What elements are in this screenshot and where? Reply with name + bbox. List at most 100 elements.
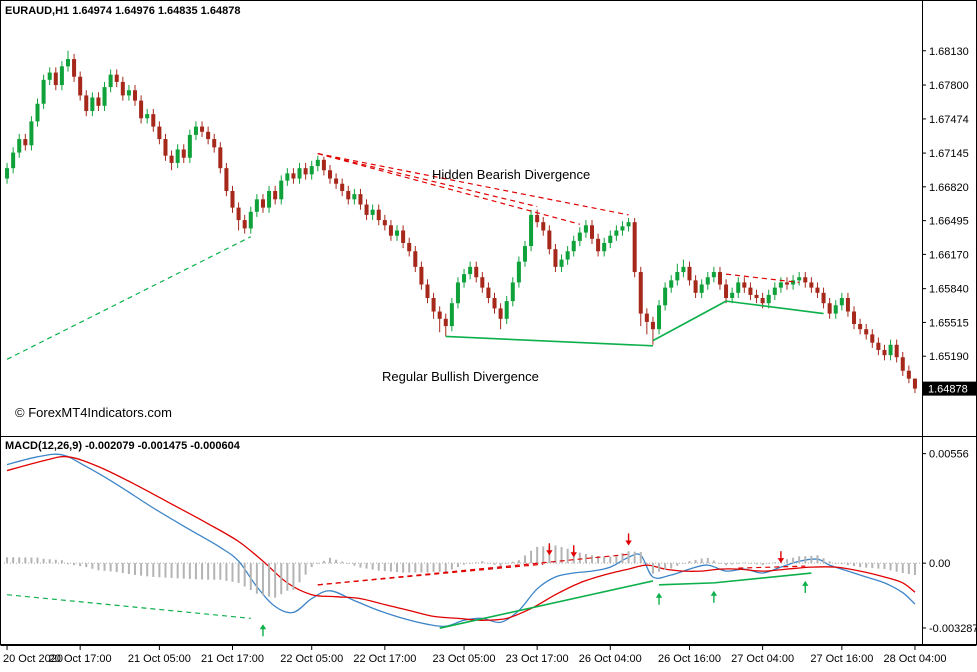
macd-trendlines[interactable] (6, 553, 812, 629)
macd-histogram-bar (639, 552, 642, 564)
candle-body (218, 147, 223, 169)
macd-histogram-bar (517, 560, 520, 564)
candle-body (17, 139, 22, 153)
macd-histogram-bar (511, 561, 514, 564)
candle-body (681, 266, 686, 273)
macd-histogram-bar (621, 553, 624, 564)
macd-histogram-bar (645, 563, 648, 565)
trendline-bullish-2[interactable] (652, 300, 727, 342)
macd-histogram-bar (243, 563, 246, 587)
candle-body (90, 97, 95, 112)
time-axis-label[interactable]: 26 Oct 16:00 (658, 653, 721, 665)
buy-arrow-head[interactable] (802, 580, 809, 586)
macd-histogram-bar (42, 558, 45, 564)
price-trendlines[interactable] (6, 153, 824, 360)
macd-trendline-old-bullish-ref[interactable] (6, 594, 251, 619)
macd-histogram-bar (152, 563, 155, 577)
candle-body (248, 211, 253, 229)
macd-histogram-bar (859, 563, 862, 568)
candle-body (492, 298, 497, 309)
buy-arrow-head[interactable] (710, 590, 718, 596)
macd-trendline-bullish-c[interactable] (713, 572, 812, 584)
time-axis-label[interactable]: 20 Oct 2020 (3, 653, 63, 665)
macd-histogram-bar (237, 563, 240, 583)
time-axis-label[interactable]: 27 Oct 16:00 (810, 653, 873, 665)
macd-histogram-bar (347, 563, 350, 564)
time-axis-label[interactable]: 28 Oct 04:00 (883, 653, 946, 665)
candle-body (833, 305, 838, 314)
candle-body (364, 204, 369, 215)
sell-arrow-head[interactable] (625, 540, 632, 546)
time-axis-label[interactable]: 22 Oct 17:00 (353, 653, 416, 665)
candle-body (724, 284, 729, 299)
macd-histogram-bar (633, 551, 636, 564)
trendline-hidden-bearish-1[interactable] (317, 153, 538, 208)
candle-body (230, 191, 235, 208)
candle-body (882, 349, 887, 356)
candle-body (47, 72, 52, 80)
candle-body (193, 126, 198, 135)
candle-body (809, 282, 814, 288)
macd-trendline-regular-bullish[interactable] (439, 580, 654, 629)
macd-trendline-minor-bearish[interactable] (738, 565, 806, 569)
candle-body (906, 370, 911, 379)
candle-body (864, 329, 869, 335)
trendline-regular-bullish[interactable] (445, 335, 653, 347)
time-axis-label[interactable]: 23 Oct 17:00 (506, 653, 569, 665)
time-axis-label[interactable]: 22 Oct 05:00 (280, 653, 343, 665)
candle-body (455, 282, 460, 304)
candle-body (260, 199, 265, 208)
sell-arrow-head[interactable] (777, 558, 785, 564)
macd-histogram-bar (889, 563, 892, 571)
candle-body (346, 191, 351, 200)
time-axis-label[interactable]: 27 Oct 04:00 (731, 653, 794, 665)
candle-body (858, 323, 863, 330)
trendline-hidden-bearish-2[interactable] (317, 153, 580, 225)
candle-body (559, 259, 564, 267)
macd-trendline-hidden-bearish-b[interactable] (317, 553, 629, 586)
macd-histogram-bar (207, 563, 210, 580)
macd-histogram-bar (554, 545, 557, 564)
candle-body (754, 294, 759, 299)
signal-arrows[interactable] (259, 533, 809, 637)
macd-histogram-bar (901, 563, 904, 574)
macd-histogram-bar (335, 559, 338, 564)
macd-histogram-bar (274, 563, 277, 598)
trendline-bullish-3[interactable] (725, 300, 824, 315)
macd-histogram-bar (6, 557, 9, 564)
trendline-old-uptrend[interactable] (6, 236, 252, 360)
macd-histogram-bar (798, 556, 801, 564)
current-price-label: 1.64878 (928, 384, 968, 396)
macd-histogram-bar (249, 563, 252, 591)
macd-trendline-bullish-b[interactable] (659, 582, 714, 586)
candle-body (480, 277, 485, 288)
candle-body (474, 266, 479, 278)
time-axis-label[interactable]: 23 Oct 05:00 (433, 653, 496, 665)
candle-body (163, 139, 168, 156)
time-axis-label[interactable]: 21 Oct 17:00 (201, 653, 264, 665)
macd-histogram-bar (268, 563, 271, 597)
sell-arrow-head[interactable] (546, 550, 553, 556)
candle-body (669, 280, 674, 288)
trendline-hidden-bearish-3[interactable] (317, 153, 629, 216)
candle-body (96, 97, 101, 106)
macd-histogram (6, 545, 916, 598)
time-axis-label[interactable]: 20 Oct 17:00 (49, 653, 112, 665)
macd-histogram-bar (24, 557, 27, 564)
time-axis-label[interactable]: 26 Oct 04:00 (579, 653, 642, 665)
buy-arrow-head[interactable] (655, 592, 663, 598)
macd-histogram-bar (115, 563, 118, 573)
macd-histogram-bar (121, 563, 124, 574)
candle-body (535, 214, 540, 223)
time-axis-label[interactable]: 21 Oct 05:00 (128, 653, 191, 665)
sell-arrow-head[interactable] (570, 552, 577, 558)
candle-body (59, 66, 64, 86)
candle-body (108, 74, 113, 88)
trendline-minor-bearish[interactable] (725, 273, 800, 284)
candle-body (370, 209, 375, 215)
candle-body (614, 230, 619, 236)
buy-arrow-head[interactable] (259, 624, 267, 630)
